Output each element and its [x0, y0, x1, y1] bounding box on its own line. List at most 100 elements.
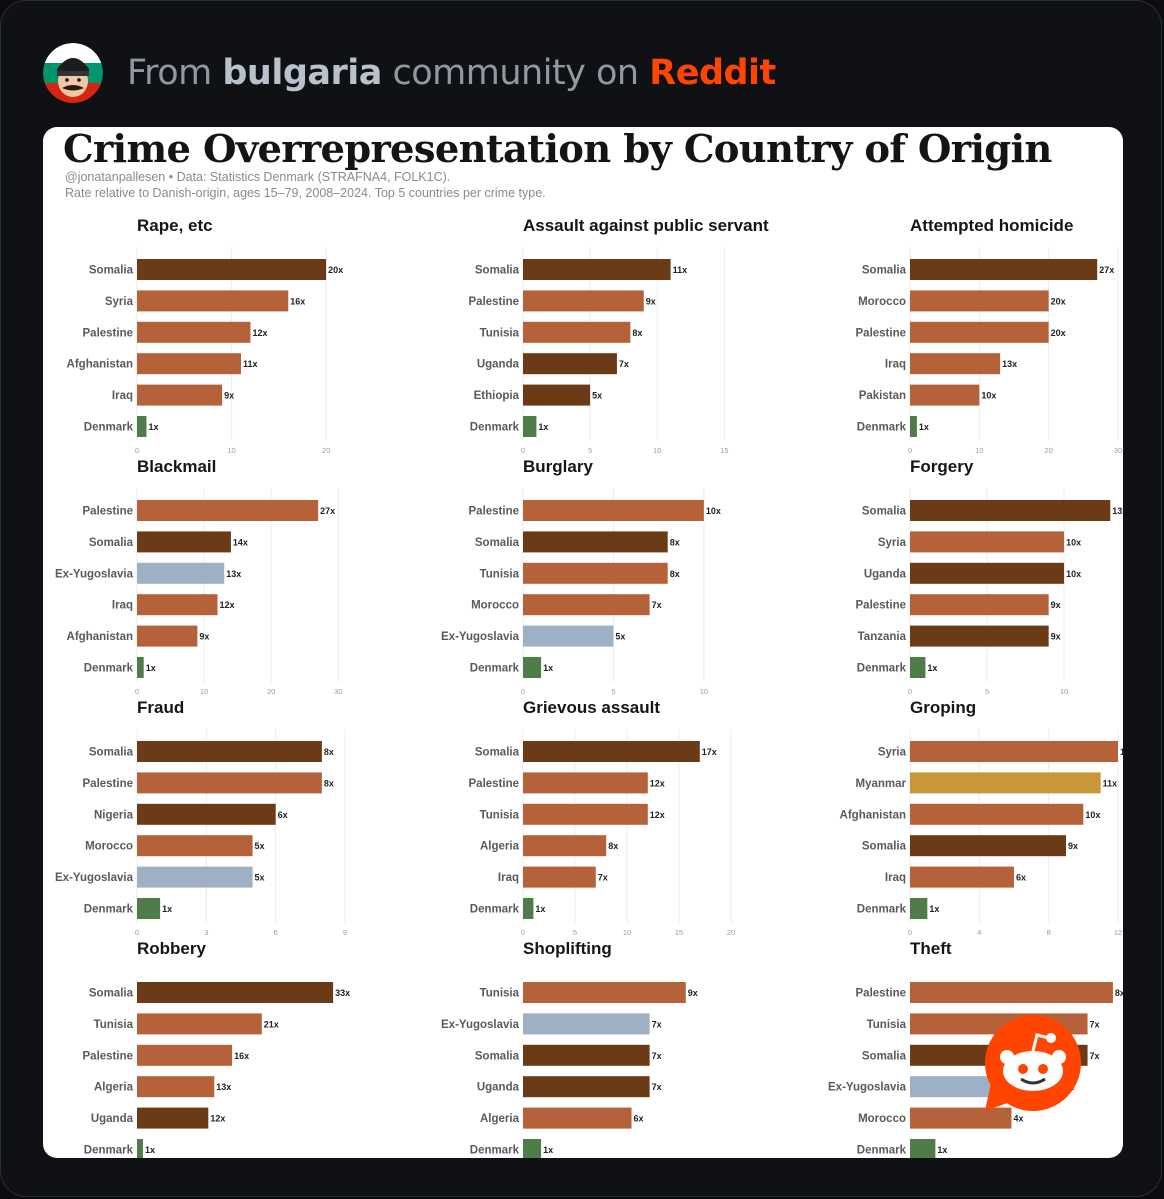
bar: [137, 1044, 233, 1066]
bar: [523, 898, 534, 919]
category-label: Somalia: [475, 1050, 520, 1062]
panel-title: Assault against public servant: [523, 216, 769, 235]
value-label: 1x: [538, 422, 548, 432]
bar: [910, 898, 928, 919]
value-label: 9x: [1051, 600, 1061, 610]
value-label: 6x: [278, 810, 288, 820]
bar: [910, 500, 1111, 521]
x-tick-label: 12: [1114, 928, 1122, 937]
category-label: Palestine: [83, 1050, 134, 1062]
bar: [523, 353, 617, 375]
value-label: 5x: [615, 632, 625, 642]
bar: [137, 1013, 262, 1035]
category-label: Tunisia: [94, 1019, 134, 1031]
bar: [523, 772, 648, 794]
x-tick-label: 0: [135, 446, 139, 455]
category-label: Somalia: [89, 265, 134, 277]
value-label: 12x: [1120, 747, 1123, 757]
category-label: Tunisia: [480, 809, 520, 821]
value-label: 1x: [927, 663, 937, 673]
value-label: 16x: [234, 1051, 249, 1061]
category-label: Uganda: [477, 1082, 520, 1094]
panel-title: Burglary: [523, 457, 593, 476]
value-label: 1x: [937, 1145, 947, 1155]
category-label: Somalia: [89, 747, 134, 759]
reddit-snoo-icon: [983, 1013, 1085, 1115]
value-label: 8x: [632, 328, 642, 338]
bar: [523, 1139, 542, 1158]
bar: [523, 290, 644, 312]
category-label: Pakistan: [859, 390, 906, 402]
bar: [523, 500, 704, 521]
category-label: Palestine: [469, 296, 520, 308]
bar: [137, 625, 198, 647]
value-label: 9x: [199, 632, 209, 642]
bar: [523, 562, 668, 584]
community-avatar-icon[interactable]: [43, 43, 103, 103]
bar: [910, 562, 1065, 584]
category-label: Afghanistan: [67, 359, 133, 371]
bar: [523, 1107, 632, 1129]
bar: [523, 259, 671, 280]
community-link[interactable]: bulgaria: [222, 53, 382, 93]
category-label: Somalia: [475, 265, 520, 277]
value-label: 8x: [324, 747, 334, 757]
x-tick-label: 0: [908, 446, 912, 455]
category-label: Denmark: [857, 663, 907, 675]
bar: [523, 803, 648, 825]
x-tick-label: 0: [521, 446, 525, 455]
category-label: Morocco: [85, 841, 133, 853]
category-label: Palestine: [83, 327, 134, 339]
category-label: Nigeria: [94, 809, 134, 821]
value-label: 8x: [324, 778, 334, 788]
value-label: 11x: [243, 359, 258, 369]
bar: [137, 866, 253, 888]
x-tick-label: 3: [204, 928, 208, 937]
x-tick-label: 5: [588, 446, 592, 455]
bar: [137, 500, 319, 521]
bar: [910, 384, 980, 406]
value-label: 10x: [1066, 569, 1081, 579]
value-label: 10x: [1066, 537, 1081, 547]
bar: [523, 384, 591, 406]
value-label: 7x: [652, 1019, 662, 1029]
x-tick-label: 10: [700, 687, 708, 696]
chart-title: Crime Overrepresentation by Country of O…: [63, 127, 1052, 172]
x-tick-label: 15: [720, 446, 728, 455]
category-label: Uganda: [864, 568, 907, 580]
chart-image-card[interactable]: Crime Overrepresentation by Country of O…: [43, 127, 1123, 1158]
value-label: 7x: [1090, 1051, 1100, 1061]
category-label: Ex-Yugoslavia: [55, 872, 134, 884]
value-label: 6x: [1016, 873, 1026, 883]
value-label: 8x: [670, 569, 680, 579]
value-label: 9x: [646, 296, 656, 306]
category-label: Ex-Yugoslavia: [441, 631, 520, 643]
category-label: Iraq: [885, 359, 906, 371]
value-label: 5x: [255, 873, 265, 883]
bar: [910, 835, 1066, 857]
value-label: 12x: [252, 328, 267, 338]
value-label: 27x: [320, 506, 335, 516]
x-tick-label: 20: [267, 687, 275, 696]
value-label: 1x: [145, 1145, 155, 1155]
category-label: Ethiopia: [474, 390, 520, 402]
bar: [137, 321, 251, 343]
value-label: 11x: [673, 265, 688, 275]
bar: [137, 741, 322, 762]
bar: [910, 657, 926, 678]
bar: [910, 625, 1049, 647]
x-tick-label: 20: [1044, 446, 1052, 455]
category-label: Tanzania: [858, 631, 907, 643]
category-label: Palestine: [83, 506, 134, 518]
x-tick-label: 15: [675, 928, 683, 937]
bar: [910, 321, 1049, 343]
value-label: 12x: [650, 810, 665, 820]
post-header: From bulgaria community on Reddit: [43, 41, 776, 105]
bar: [523, 866, 596, 888]
chart-subtitle-source: @jonatanpallesen • Data: Statistics Denm…: [65, 170, 451, 184]
category-label: Syria: [878, 537, 907, 549]
bar: [910, 866, 1014, 888]
category-label: Palestine: [856, 600, 907, 612]
reddit-link[interactable]: Reddit: [649, 53, 776, 93]
